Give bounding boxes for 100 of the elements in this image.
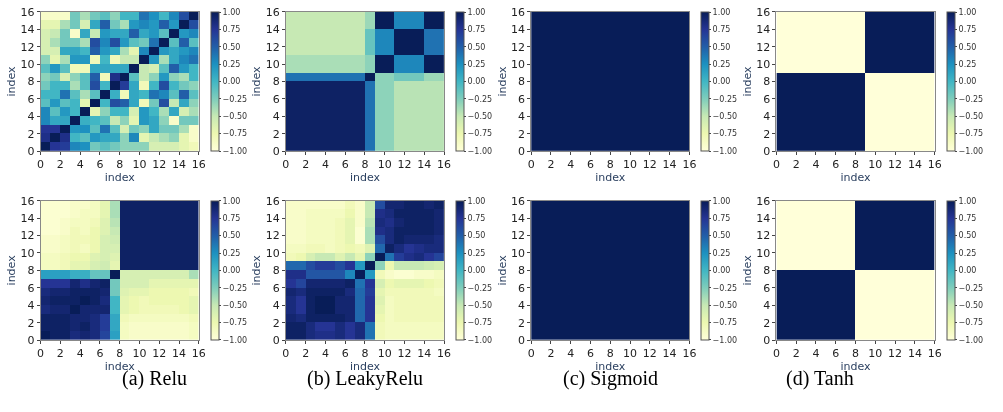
x-tick-label: 12 xyxy=(888,347,903,361)
y-tick-label: 14 xyxy=(20,23,35,37)
color-bar-label: −0.75 xyxy=(958,129,984,139)
x-tick-label: 2 xyxy=(792,347,800,361)
color-bar-label: −1.00 xyxy=(222,335,248,345)
y-tick-label: 2 xyxy=(517,316,525,330)
y-tick-label: 12 xyxy=(265,229,280,243)
y-tick-label: 10 xyxy=(265,57,280,71)
y-tick-label: 6 xyxy=(27,92,35,106)
x-tick-label: 0 xyxy=(37,347,45,361)
color-bar-label: 0.25 xyxy=(958,248,977,258)
color-bar-label: 0.00 xyxy=(958,266,977,276)
x-tick-label: 10 xyxy=(132,347,147,361)
color-bar-label: −1.00 xyxy=(712,146,738,156)
x-tick-label: 8 xyxy=(606,158,614,172)
color-bar-label: −0.50 xyxy=(467,300,493,310)
y-tick-label: 0 xyxy=(272,333,280,347)
y-tick-label: 6 xyxy=(517,281,525,295)
color-bar-label: −0.75 xyxy=(712,129,738,139)
y-tick-label: 10 xyxy=(756,246,771,260)
y-tick-label: 10 xyxy=(756,57,771,71)
x-tick-label: 16 xyxy=(927,347,942,361)
y-axis-title: index xyxy=(740,254,754,286)
y-tick-label: 2 xyxy=(763,127,771,141)
y-tick-label: 16 xyxy=(756,194,771,208)
color-bar-label: 0.25 xyxy=(467,248,486,258)
x-tick-label: 10 xyxy=(623,158,638,172)
y-tick-label: 6 xyxy=(272,92,280,106)
color-bar-label: 0.00 xyxy=(222,77,241,87)
color-bar-label: 0.00 xyxy=(958,77,977,87)
color-bar-label: 1.00 xyxy=(222,196,241,206)
y-tick-label: 4 xyxy=(517,110,525,124)
color-bar-label: 0.75 xyxy=(467,25,486,35)
x-tick-label: 2 xyxy=(56,158,64,172)
y-tick-label: 14 xyxy=(265,23,280,37)
y-tick-label: 2 xyxy=(272,316,280,330)
x-tick-label: 10 xyxy=(377,158,392,172)
color-bar-label: 1.00 xyxy=(958,7,977,17)
y-tick-label: 0 xyxy=(763,145,771,159)
color-bar-label: −0.50 xyxy=(222,112,248,122)
x-tick-label: 6 xyxy=(341,347,349,361)
y-tick-label: 2 xyxy=(763,316,771,330)
x-axis-title: index xyxy=(104,171,136,185)
x-tick-label: 10 xyxy=(377,347,392,361)
x-tick-label: 16 xyxy=(927,158,942,172)
x-tick-label: 0 xyxy=(527,347,535,361)
y-axis-title: index xyxy=(495,254,509,286)
y-tick-label: 0 xyxy=(27,145,35,159)
color-bar-label: 0.25 xyxy=(222,59,241,69)
color-bar-label: 1.00 xyxy=(222,7,241,17)
y-tick-label: 10 xyxy=(20,246,35,260)
x-tick-label: 16 xyxy=(191,347,206,361)
y-tick-label: 14 xyxy=(20,211,35,225)
y-tick-label: 0 xyxy=(272,145,280,159)
x-tick-label: 12 xyxy=(888,158,903,172)
y-tick-label: 12 xyxy=(265,40,280,54)
y-tick-label: 16 xyxy=(20,194,35,208)
y-tick-label: 0 xyxy=(517,333,525,347)
color-bar-label: −0.25 xyxy=(958,94,984,104)
x-tick-label: 14 xyxy=(417,158,432,172)
x-tick-label: 14 xyxy=(907,158,922,172)
color-bar-label: 0.25 xyxy=(222,248,241,258)
color-bar-label: 1.00 xyxy=(467,7,486,17)
color-bar-label: 1.00 xyxy=(712,196,731,206)
color-bar-label: 0.50 xyxy=(712,231,731,241)
color-bar-label: −0.50 xyxy=(222,300,248,310)
x-tick-label: 0 xyxy=(527,158,535,172)
color-bar-label: 0.75 xyxy=(958,25,977,35)
x-tick-label: 16 xyxy=(437,347,452,361)
color-bar-label: 0.00 xyxy=(467,77,486,87)
x-tick-label: 4 xyxy=(76,158,84,172)
x-tick-label: 4 xyxy=(76,347,84,361)
y-tick-label: 4 xyxy=(272,299,280,313)
color-bar-label: −0.25 xyxy=(467,283,493,293)
y-tick-label: 8 xyxy=(763,75,771,89)
y-tick-label: 10 xyxy=(20,57,35,71)
x-tick-label: 14 xyxy=(907,347,922,361)
y-tick-label: 12 xyxy=(20,40,35,54)
color-bar-label: −0.75 xyxy=(222,129,248,139)
color-bar-label: 0.25 xyxy=(467,59,486,69)
y-tick-label: 12 xyxy=(510,40,525,54)
color-bar-label: 1.00 xyxy=(958,196,977,206)
y-tick-label: 14 xyxy=(510,211,525,225)
color-bar-label: 0.00 xyxy=(712,77,731,87)
color-bar-label: −0.50 xyxy=(958,300,984,310)
color-bar-label: 0.50 xyxy=(222,42,241,52)
color-bar-label: 0.50 xyxy=(467,42,486,52)
y-tick-label: 14 xyxy=(510,23,525,37)
y-tick-label: 4 xyxy=(27,110,35,124)
x-tick-label: 6 xyxy=(586,158,594,172)
x-tick-label: 8 xyxy=(852,158,860,172)
color-bar-label: −0.50 xyxy=(467,112,493,122)
y-tick-label: 2 xyxy=(27,127,35,141)
y-tick-label: 8 xyxy=(517,75,525,89)
x-tick-label: 16 xyxy=(682,347,697,361)
x-tick-label: 12 xyxy=(397,158,412,172)
x-tick-label: 8 xyxy=(116,158,124,172)
y-tick-label: 16 xyxy=(265,194,280,208)
x-tick-label: 4 xyxy=(567,347,575,361)
y-tick-label: 16 xyxy=(265,5,280,19)
